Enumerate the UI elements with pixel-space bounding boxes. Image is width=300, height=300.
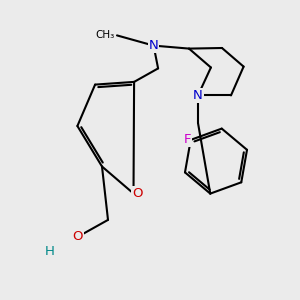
Text: N: N xyxy=(149,39,158,52)
Text: N: N xyxy=(193,89,203,102)
Text: CH₃: CH₃ xyxy=(95,30,115,40)
Text: F: F xyxy=(183,134,191,146)
Text: O: O xyxy=(72,230,83,244)
Text: O: O xyxy=(132,187,142,200)
Text: H: H xyxy=(45,245,54,258)
